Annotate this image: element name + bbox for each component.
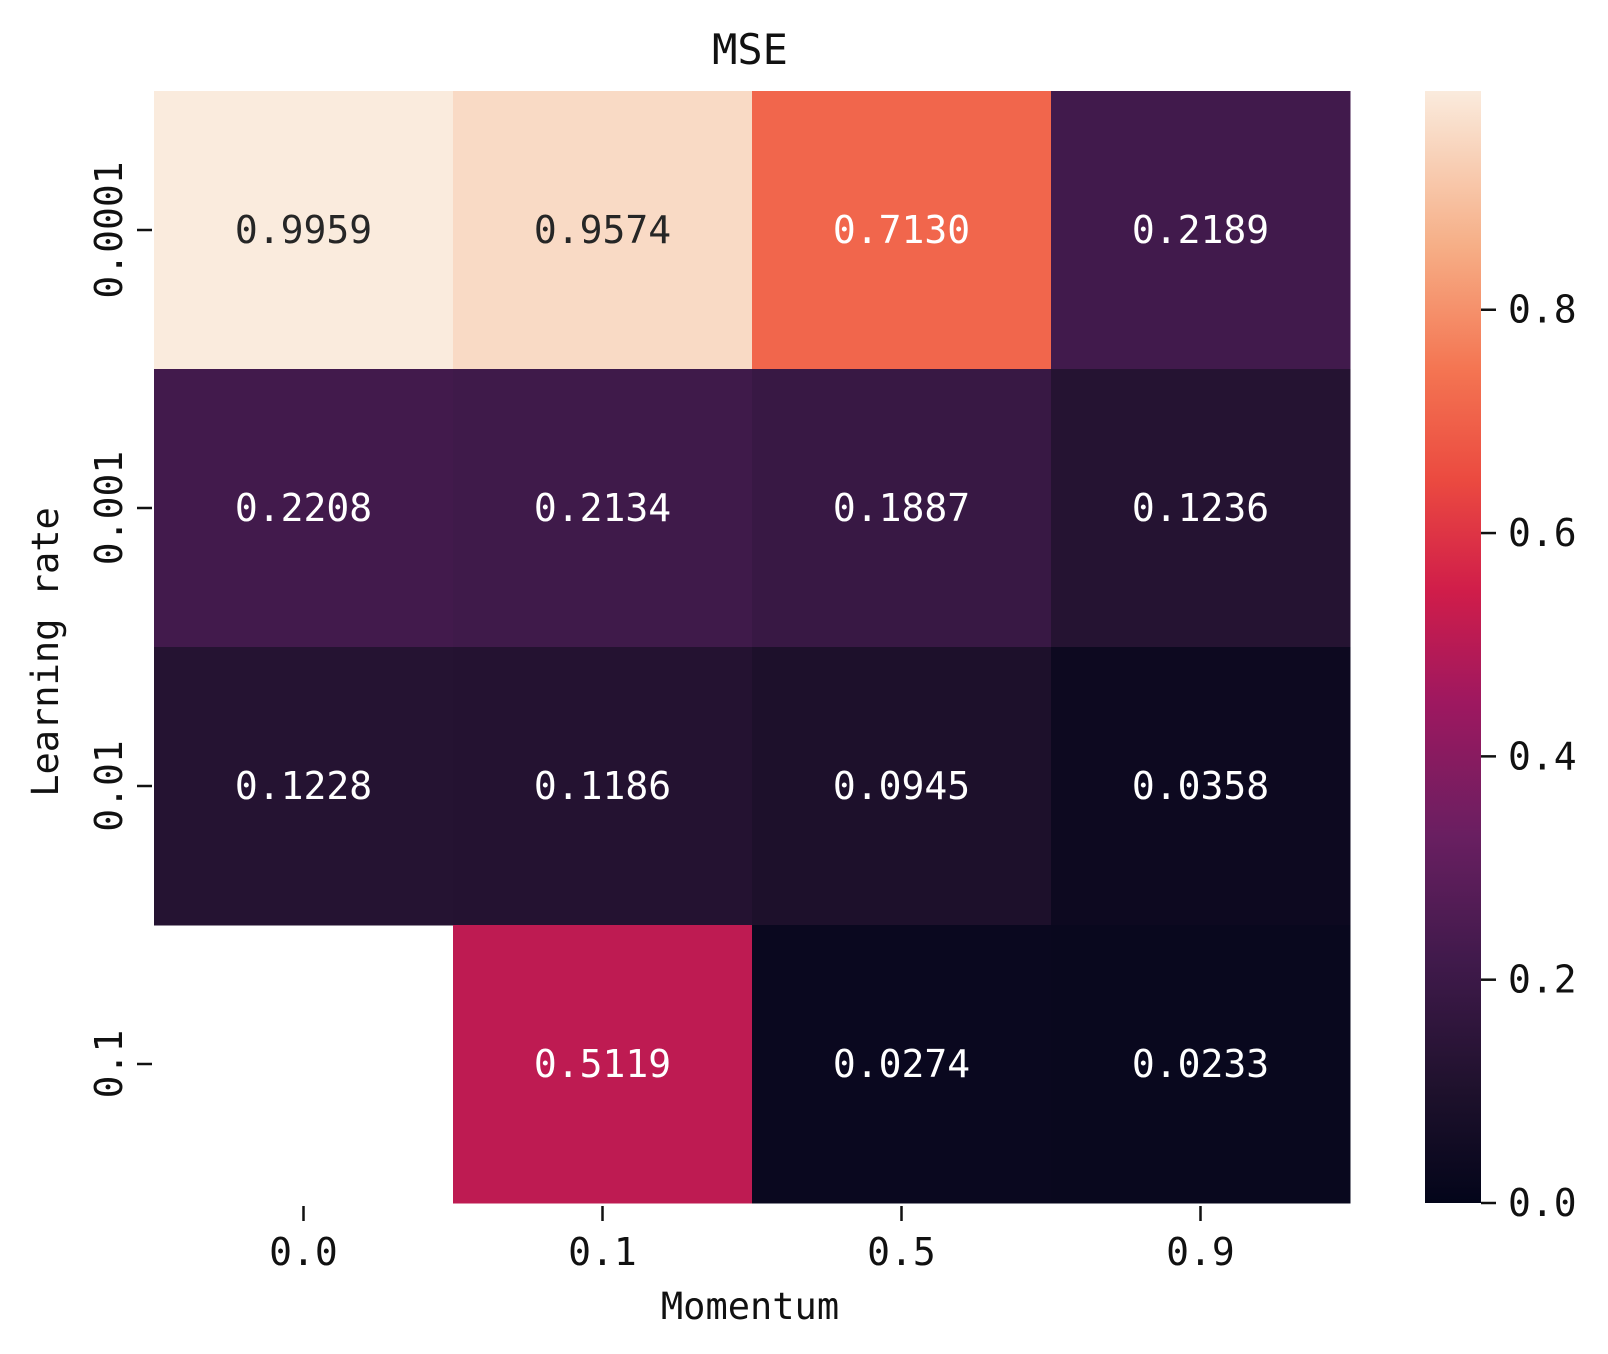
heatmap-cell <box>453 91 753 370</box>
colorbar-tick-label: 0.8 <box>1508 288 1577 332</box>
heatmap-cell <box>1051 647 1351 926</box>
y-tick-label: 0.0001 <box>87 161 131 298</box>
heatmap-cell <box>453 647 753 926</box>
x-tick-label: 0.0 <box>269 1230 338 1274</box>
cell-value-label: 0.5119 <box>534 1042 671 1086</box>
cell-value-label: 0.1228 <box>235 764 372 808</box>
y-axis-label: Learning rate <box>24 507 67 797</box>
cell-value-label: 0.0274 <box>833 1042 970 1086</box>
heatmap-cell <box>1051 925 1351 1204</box>
cell-value-label: 0.2208 <box>235 486 372 530</box>
y-axis: 0.0001 0.001 0.01 0.1 <box>87 161 152 1098</box>
heatmap-cell <box>752 647 1052 926</box>
heatmap-cell <box>453 925 753 1204</box>
x-axis-label: Momentum <box>661 1285 839 1328</box>
chart-title: MSE <box>712 25 788 74</box>
y-tick-label: 0.001 <box>87 451 131 565</box>
heatmap-cell <box>1051 91 1351 370</box>
y-tick-label: 0.1 <box>87 1030 131 1099</box>
colorbar-tick-label: 0.2 <box>1508 958 1577 1002</box>
cell-value-label: 0.0358 <box>1132 764 1269 808</box>
colorbar-tick-label: 0.0 <box>1508 1181 1577 1225</box>
heatmap-cell <box>154 647 454 926</box>
heatmap-cell <box>154 91 454 370</box>
colorbar-tick-label: 0.6 <box>1508 511 1577 555</box>
cell-value-label: 0.1236 <box>1132 486 1269 530</box>
cell-value-label: 0.0945 <box>833 764 970 808</box>
cell-value-label: 0.1887 <box>833 486 970 530</box>
x-tick-label: 0.1 <box>568 1230 637 1274</box>
x-tick-label: 0.5 <box>867 1230 936 1274</box>
colorbar: 0.0 0.2 0.4 0.6 0.8 <box>1425 91 1577 1225</box>
heatmap-cell <box>752 369 1052 648</box>
colorbar-tick-label: 0.4 <box>1508 734 1577 778</box>
x-tick-label: 0.9 <box>1166 1230 1235 1274</box>
heatmap-cell <box>752 925 1052 1204</box>
cell-value-label: 0.1186 <box>534 764 671 808</box>
heatmap-cell <box>154 369 454 648</box>
cell-value-label: 0.0233 <box>1132 1042 1269 1086</box>
cell-value-label: 0.2189 <box>1132 208 1269 252</box>
x-axis: 0.0 0.1 0.5 0.9 <box>269 1206 1235 1274</box>
colorbar-gradient <box>1425 91 1481 1203</box>
y-tick-label: 0.01 <box>87 740 131 832</box>
heatmap-cell <box>752 91 1052 370</box>
cell-value-label: 0.7130 <box>833 208 970 252</box>
heatmap-cell <box>453 369 753 648</box>
cell-value-label: 0.9574 <box>534 208 671 252</box>
heatmap-cell <box>1051 369 1351 648</box>
heatmap-cells: 0.9959 0.9574 0.7130 0.2189 0.2208 0.2134 0.18… <box>154 91 1351 1204</box>
cell-value-label: 0.9959 <box>235 208 372 252</box>
cell-value-label: 0.2134 <box>534 486 671 530</box>
